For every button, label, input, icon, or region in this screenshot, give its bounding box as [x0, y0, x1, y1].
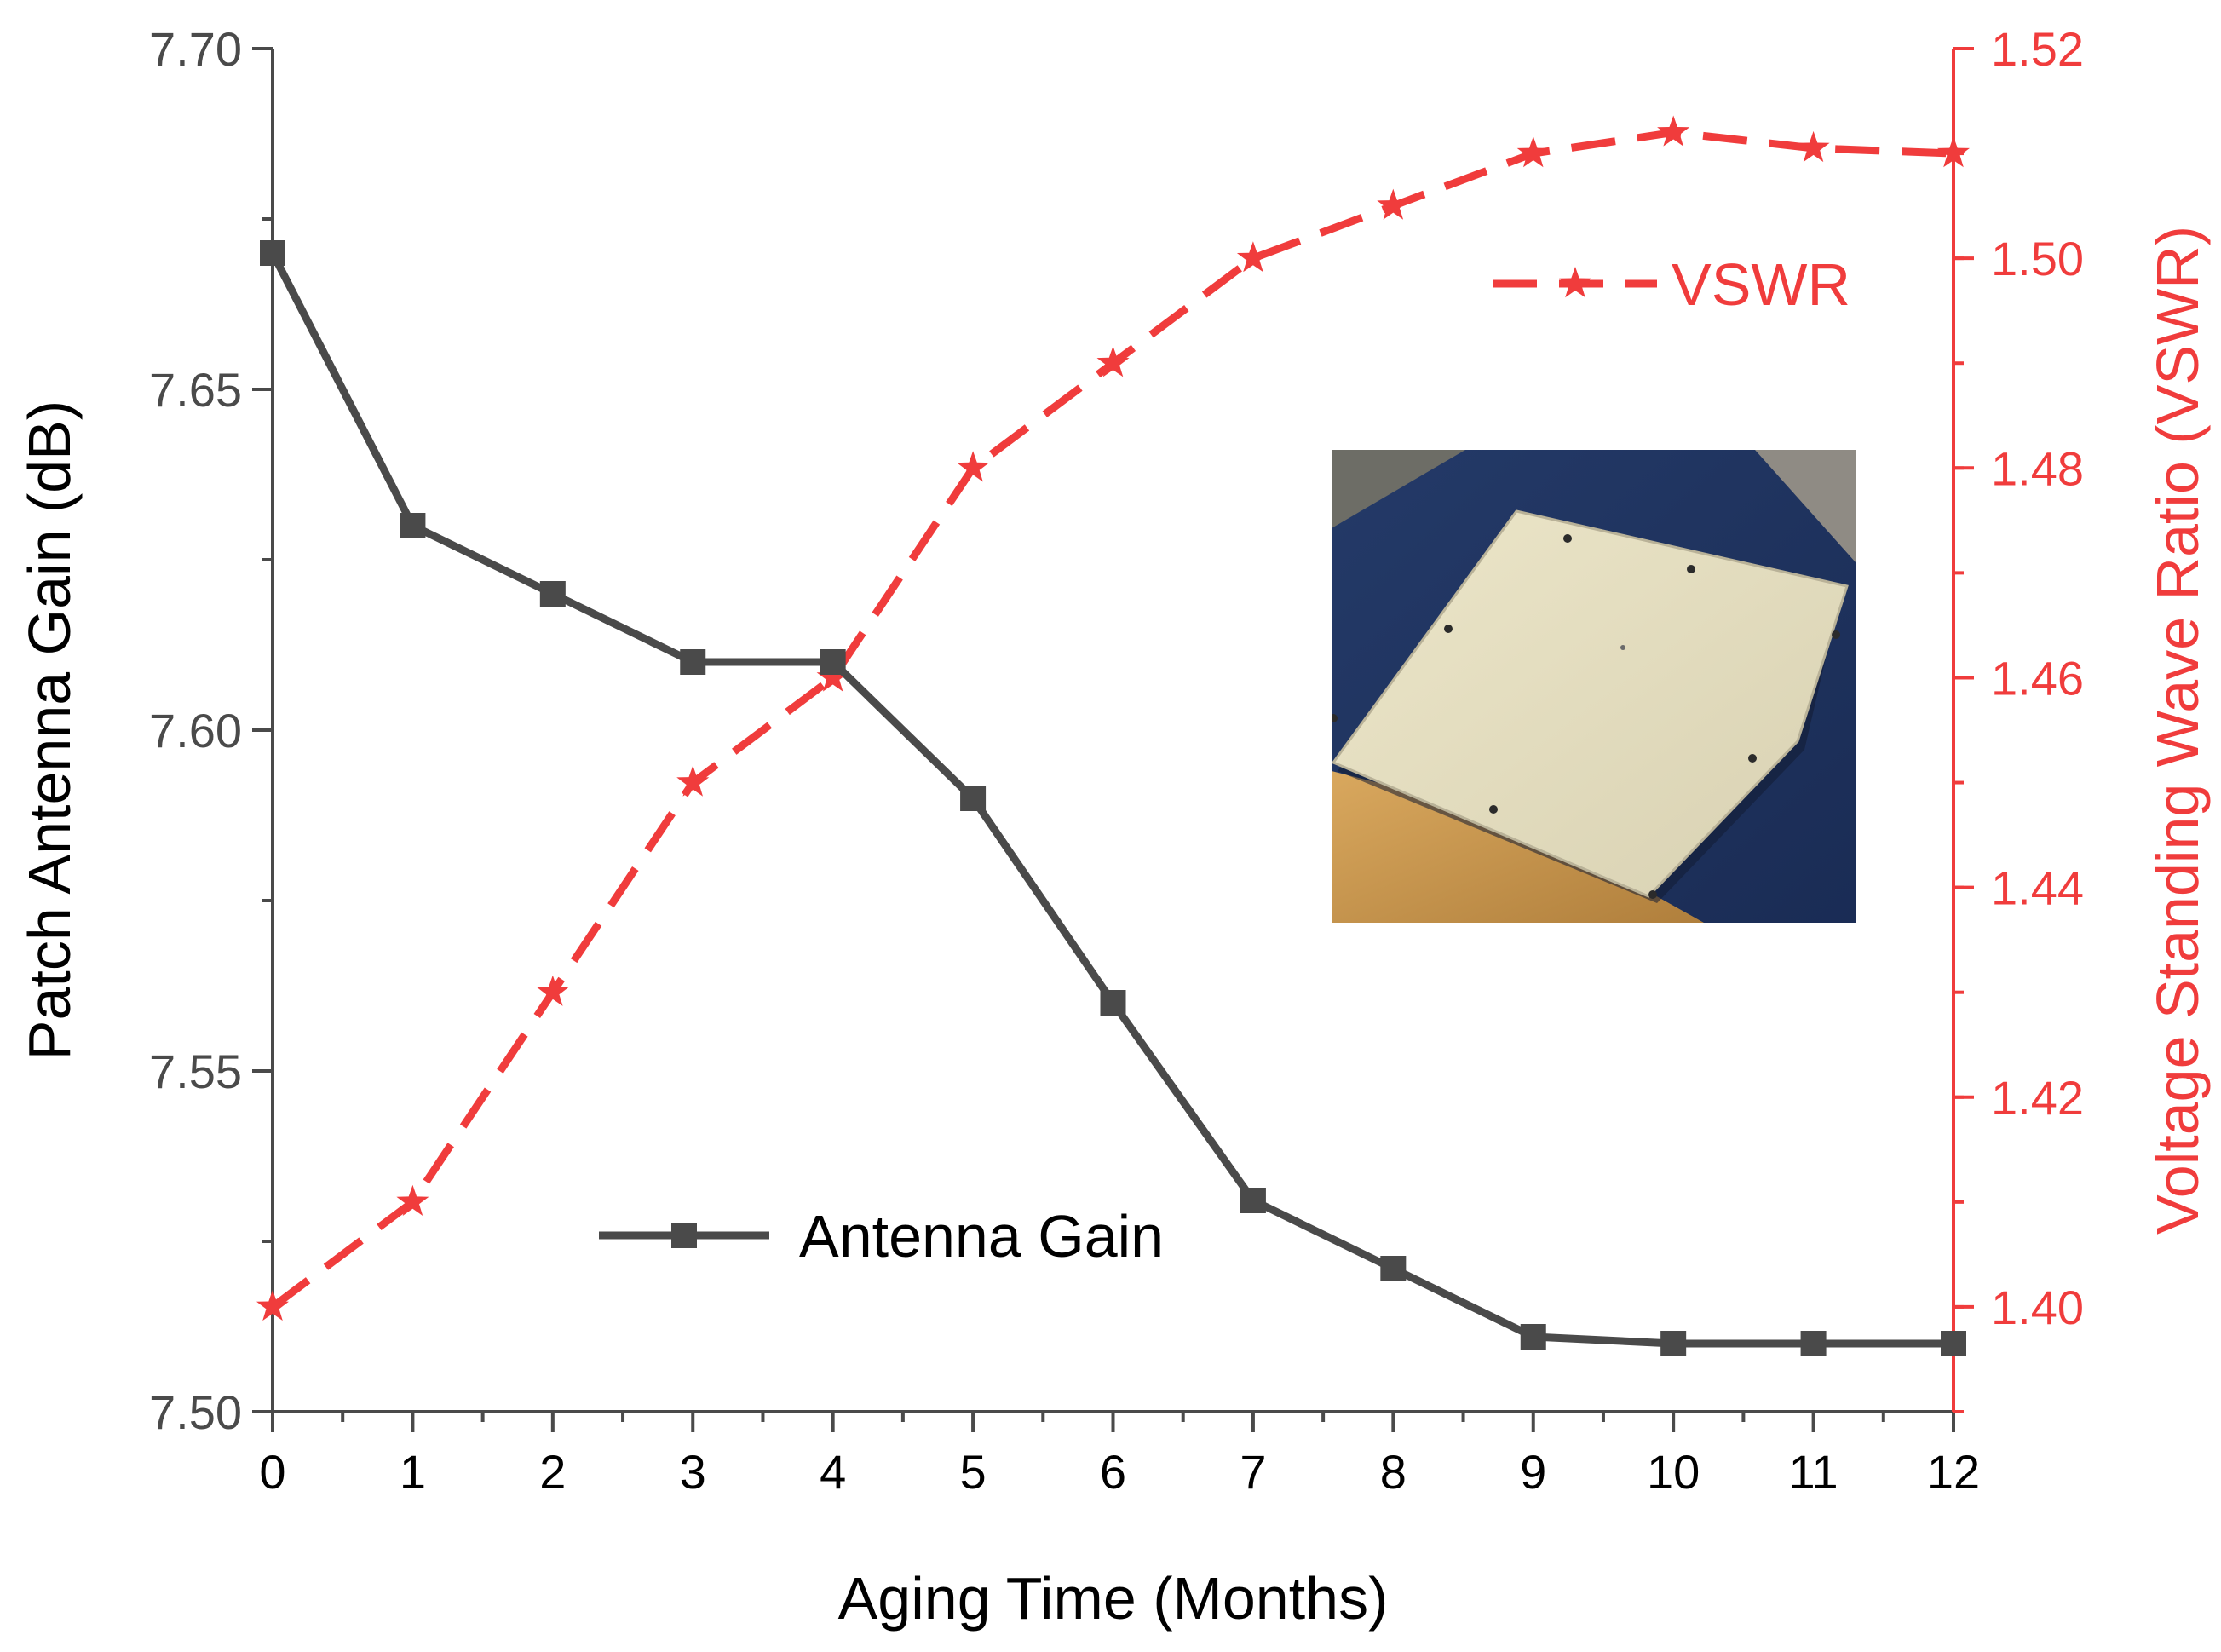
y-tick-label: 7.60 [149, 704, 242, 757]
vswr-star-marker [676, 765, 710, 797]
x-tick-label: 11 [1789, 1445, 1838, 1499]
antenna-gain-square-marker [820, 649, 846, 675]
antenna-gain-square-marker [1660, 1331, 1687, 1356]
y-tick-label: 7.70 [149, 22, 242, 76]
y-tick-label: 7.55 [149, 1045, 242, 1098]
antenna-gain-square-marker [1520, 1324, 1546, 1350]
antenna-gain-square-marker [1941, 1331, 1966, 1356]
x-tick-label: 9 [1520, 1445, 1546, 1499]
y2-tick-label: 1.46 [1991, 651, 2084, 705]
y2-tick-label: 1.44 [1991, 861, 2084, 915]
x-tick-label: 6 [1100, 1445, 1126, 1499]
antenna-gain-square-marker [1800, 1331, 1827, 1356]
antenna-gain-square-marker [1100, 990, 1126, 1016]
x-tick-label: 0 [259, 1445, 285, 1499]
vswr-star-marker [1657, 115, 1690, 147]
y2-tick-label: 1.42 [1991, 1071, 2084, 1125]
vswr-star-marker [396, 1184, 429, 1216]
x-tick-label: 10 [1647, 1445, 1700, 1499]
x-tick-label: 5 [960, 1445, 987, 1499]
y2-axis-title: Voltage Standing Wave Ratio (VSWR) [2144, 226, 2211, 1235]
antenna-gain-square-marker [1240, 1188, 1266, 1213]
legend-layer: Antenna Gain VSWR [599, 251, 1850, 1269]
vswr-star-marker [1937, 136, 1970, 168]
y-tick-label: 7.50 [149, 1385, 242, 1439]
antenna-photo-inset [1332, 450, 1856, 923]
vswr-star-marker [957, 451, 990, 482]
vswr-star-marker [816, 660, 849, 692]
antenna-gain-square-marker [680, 649, 706, 675]
x-tick-label: 7 [1240, 1445, 1266, 1499]
y2-tick-label: 1.48 [1991, 441, 2084, 495]
x-tick-label: 3 [680, 1445, 706, 1499]
x-tick-label: 12 [1927, 1445, 1980, 1499]
antenna-gain-square-marker [539, 581, 566, 607]
vswr-star-marker [1377, 188, 1410, 220]
x-tick-label: 8 [1380, 1445, 1407, 1499]
legend-gain-square-marker [671, 1223, 697, 1248]
legend-vswr-star-marker [1559, 267, 1591, 298]
vswr-star-marker [1236, 241, 1269, 273]
antenna-gain-square-marker [260, 240, 285, 266]
x-tick-label: 2 [539, 1445, 566, 1499]
antenna-gain-square-marker [400, 513, 426, 538]
axes-layer: 0 1 2 3 4 5 6 7 8 9 10 11 127.507.557.607.657.701.40… [16, 22, 2211, 1632]
x-axis-title: Aging Time (Months) [838, 1565, 1389, 1632]
antenna-gain-square-marker [1380, 1256, 1407, 1281]
x-tick-label: 4 [820, 1445, 846, 1499]
vswr-star-marker [1096, 346, 1130, 377]
vswr-star-marker [536, 975, 569, 1006]
y-tick-label: 7.65 [149, 363, 242, 417]
x-tick-label: 1 [400, 1445, 426, 1499]
series-layer [256, 115, 1970, 1356]
y-axis-title: Patch Antenna Gain (dB) [16, 400, 83, 1060]
antenna-gain-square-marker [960, 786, 987, 811]
y2-tick-label: 1.52 [1991, 22, 2084, 76]
legend-vswr-label: VSWR [1672, 251, 1850, 318]
vswr-star-marker [256, 1289, 289, 1321]
legend-gain-label: Antenna Gain [799, 1203, 1164, 1269]
vswr-star-marker [1516, 136, 1550, 168]
vswr-star-marker [1797, 130, 1830, 163]
y2-tick-label: 1.40 [1991, 1281, 2084, 1334]
y2-tick-label: 1.50 [1991, 232, 2084, 285]
